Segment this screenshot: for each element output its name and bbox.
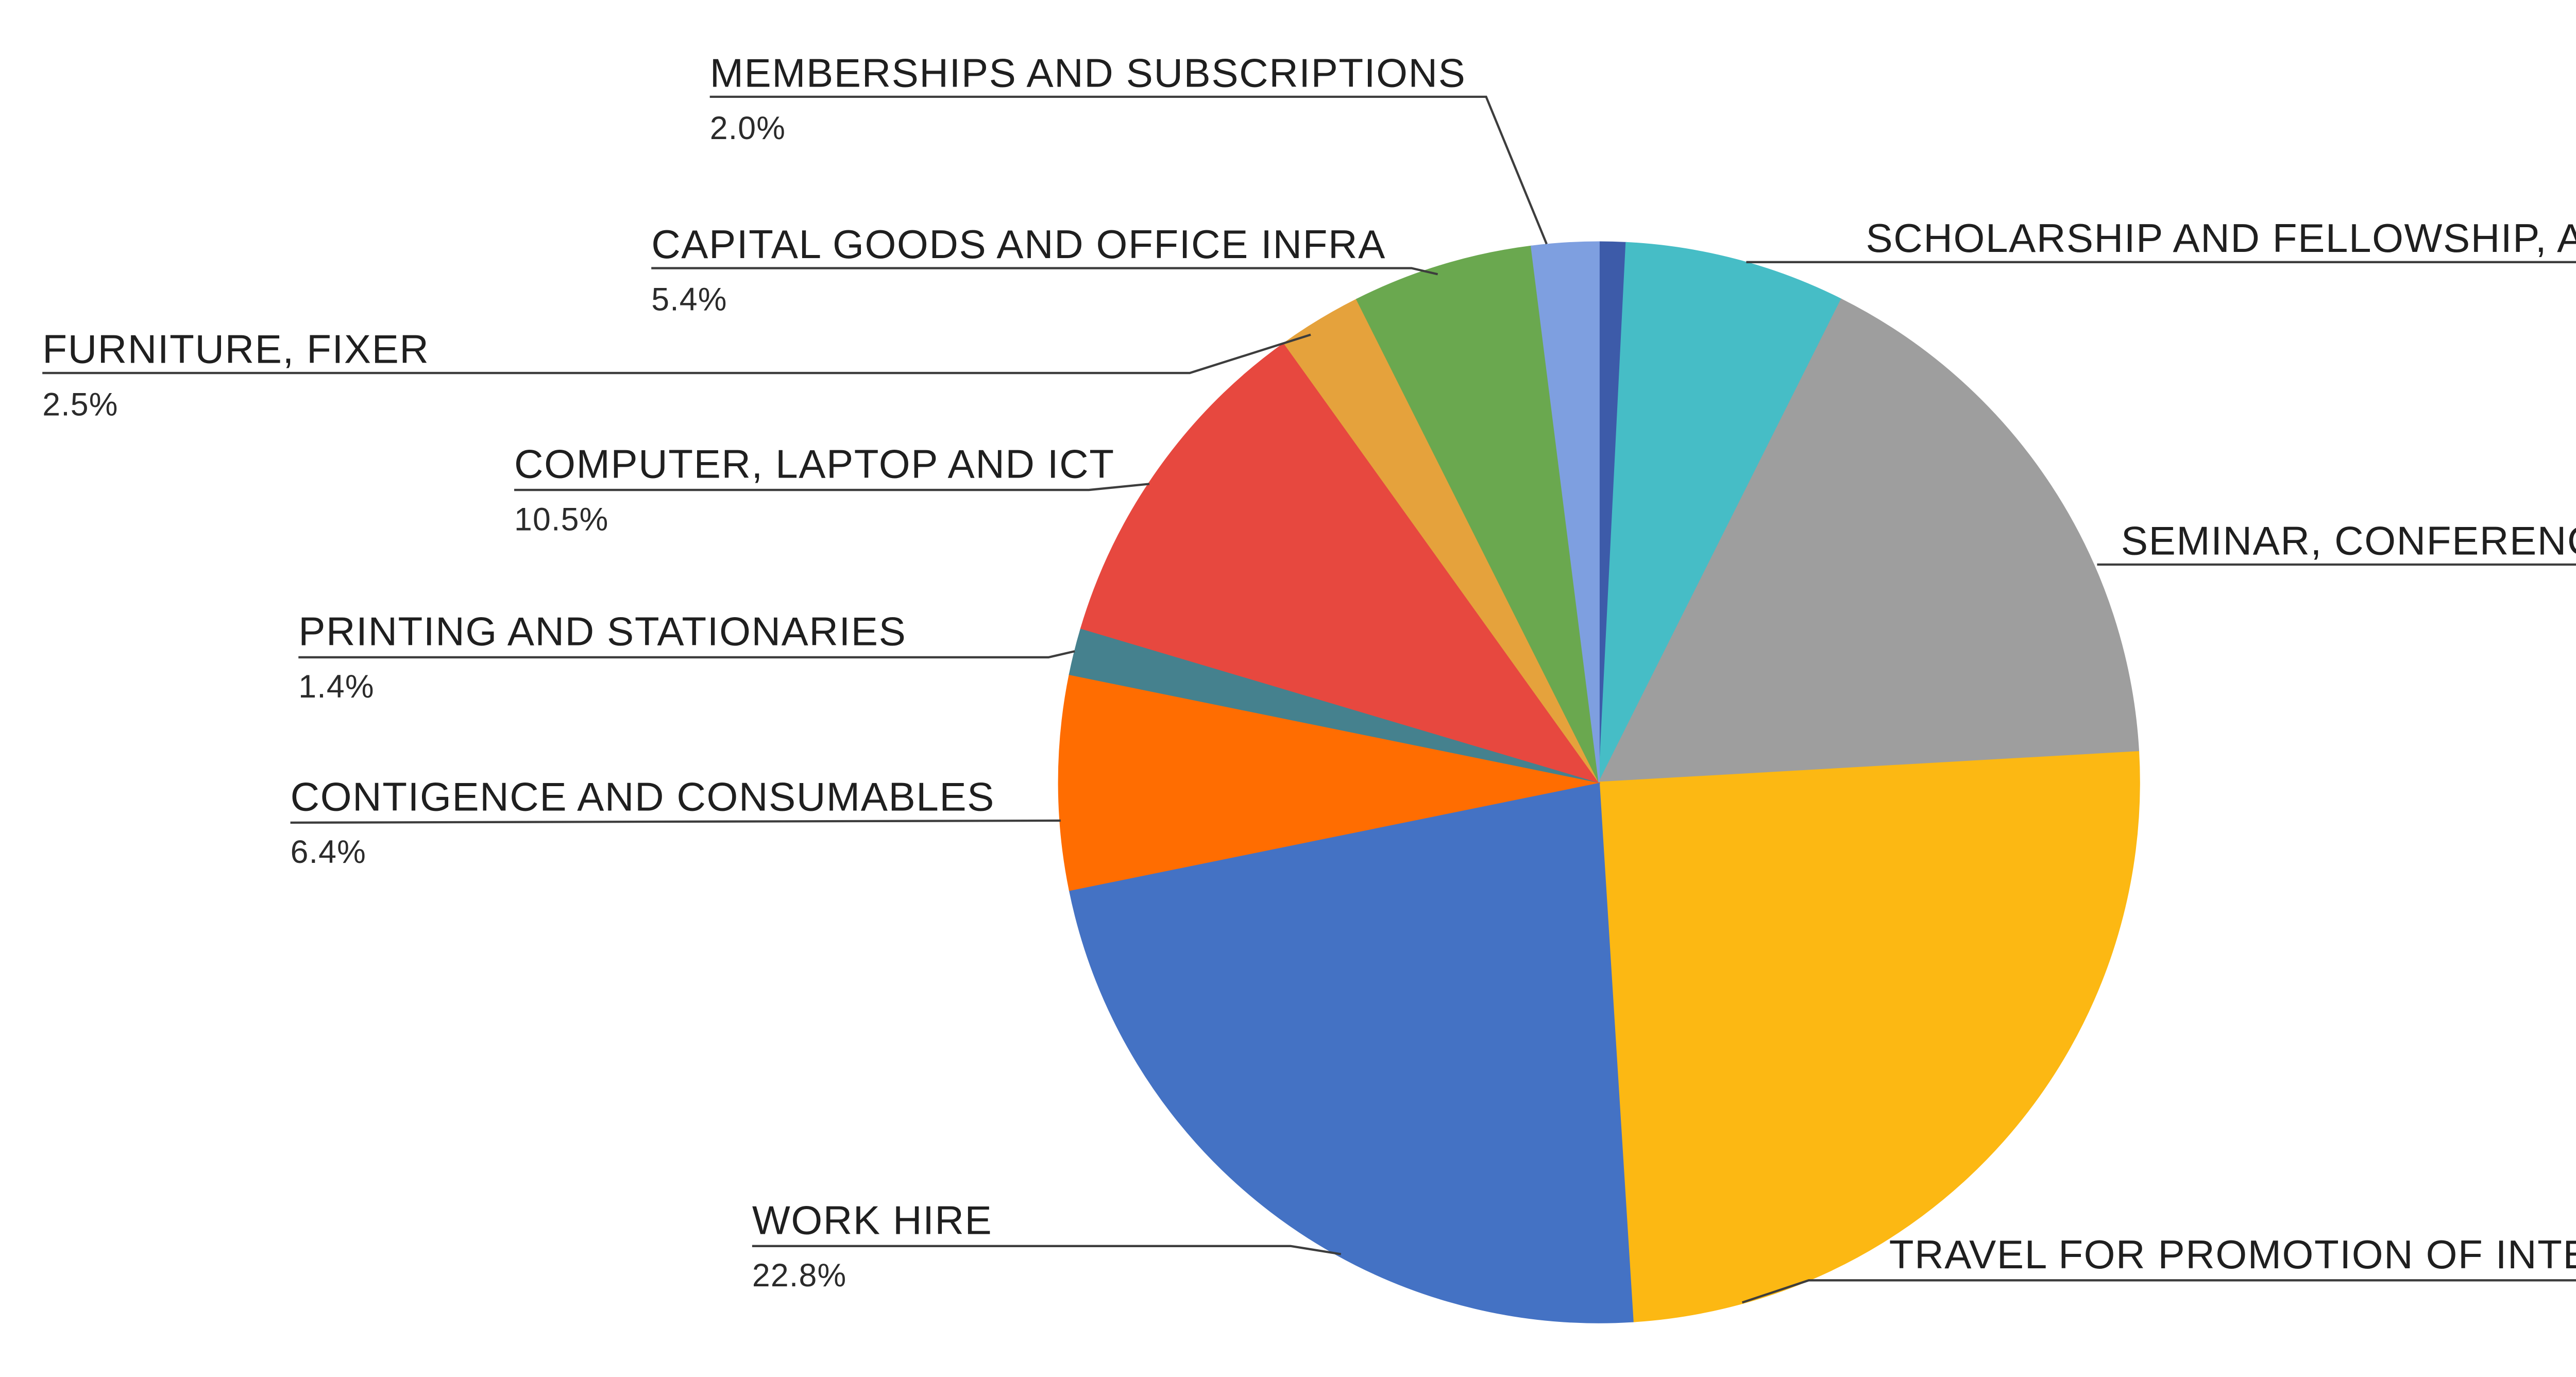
pie-slice-2 bbox=[1598, 298, 2140, 783]
pie-slice-3 bbox=[1598, 751, 2140, 1322]
slice-pct-memberships: 2.0% bbox=[709, 113, 786, 147]
leader-line bbox=[651, 267, 1438, 276]
leader-line bbox=[1741, 1279, 2576, 1304]
slice-pct-capital-goods: 5.4% bbox=[651, 284, 727, 319]
slice-label-computer-ict: COMPUTER, LAPTOP AND ICT bbox=[514, 444, 1115, 488]
leader-line bbox=[298, 650, 1075, 659]
slice-label-furniture: FURNITURE, FIXER bbox=[42, 328, 430, 373]
pie-slice-7 bbox=[1080, 342, 1601, 784]
slice-pct-furniture: 2.5% bbox=[42, 389, 118, 423]
pie-slice-4 bbox=[1069, 781, 1634, 1323]
callout-memberships: MEMBERSHIPS AND SUBSCRIPTIONS 2.0% bbox=[709, 52, 1466, 147]
leader-line bbox=[42, 333, 1311, 375]
slice-label-seminar: SEMINAR, CONFERENCE, EVENTS AND DELE... bbox=[2121, 520, 2576, 565]
leader-line bbox=[752, 1245, 1342, 1255]
pie-slice-1 bbox=[1598, 242, 1842, 783]
pie-slices bbox=[1058, 241, 2140, 1323]
slice-label-scholarship: SCHOLARSHIP AND FELLOWSHIP, AWARDS, REWA… bbox=[1866, 217, 2576, 262]
slice-pct-scholarship: 6.6% bbox=[1866, 278, 2576, 313]
callout-work-hire: WORK HIRE 22.8% bbox=[752, 1199, 993, 1295]
leader-line bbox=[709, 95, 1548, 245]
pie-slice-5 bbox=[1058, 673, 1599, 891]
slice-label-memberships: MEMBERSHIPS AND SUBSCRIPTIONS bbox=[709, 52, 1466, 97]
slice-label-travel: TRAVEL FOR PROMOTION OF INTERNATIONAL RE… bbox=[1889, 1234, 2576, 1279]
callout-computer-ict: COMPUTER, LAPTOP AND ICT 10.5% bbox=[514, 444, 1115, 539]
slice-pct-work-hire: 22.8% bbox=[752, 1260, 847, 1295]
callout-scholarship: SCHOLARSHIP AND FELLOWSHIP, AWARDS, REWA… bbox=[1866, 217, 2576, 313]
slice-pct-printing: 1.4% bbox=[298, 671, 375, 706]
callout-furniture: FURNITURE, FIXER 2.5% bbox=[42, 328, 430, 423]
slice-label-contigence: CONTIGENCE AND CONSUMABLES bbox=[290, 776, 995, 821]
pie-slice-9 bbox=[1355, 245, 1600, 783]
slice-pct-travel: 24.9% bbox=[1889, 1295, 2576, 1329]
callout-capital-goods: CAPITAL GOODS AND OFFICE INFRA 5.4% bbox=[651, 224, 1386, 319]
slice-label-work-hire: WORK HIRE bbox=[752, 1199, 993, 1244]
slice-pct-seminar: 16.7% bbox=[2121, 581, 2576, 615]
leader-line bbox=[290, 819, 1061, 824]
callout-travel: TRAVEL FOR PROMOTION OF INTERNATIONAL RE… bbox=[1889, 1234, 2576, 1329]
slice-label-printing: PRINTING AND STATIONARIES bbox=[298, 610, 907, 656]
leader-line bbox=[514, 483, 1150, 491]
callout-seminar: SEMINAR, CONFERENCE, EVENTS AND DELE... … bbox=[2121, 520, 2576, 615]
callout-printing: PRINTING AND STATIONARIES 1.4% bbox=[298, 610, 907, 706]
slice-pct-contigence: 6.4% bbox=[290, 837, 367, 871]
slice-label-capital-goods: CAPITAL GOODS AND OFFICE INFRA bbox=[651, 224, 1386, 268]
callout-contigence: CONTIGENCE AND CONSUMABLES 6.4% bbox=[290, 776, 995, 871]
pie-slice-10 bbox=[1530, 241, 1600, 783]
slice-pct-computer-ict: 10.5% bbox=[514, 504, 609, 539]
leader-lines bbox=[42, 95, 2576, 1304]
